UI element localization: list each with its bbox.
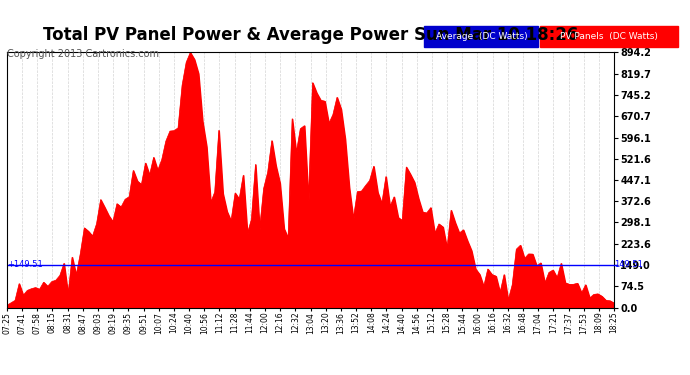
Text: Total PV Panel Power & Average Power Sun Mar 10 18:26: Total PV Panel Power & Average Power Sun…: [43, 26, 578, 44]
Text: Copyright 2013 Cartronics.com: Copyright 2013 Cartronics.com: [7, 49, 159, 59]
Text: 149.51: 149.51: [614, 260, 643, 269]
Text: Average  (DC Watts): Average (DC Watts): [436, 32, 527, 41]
Text: +149.51: +149.51: [7, 260, 43, 269]
Text: PV Panels  (DC Watts): PV Panels (DC Watts): [560, 32, 658, 41]
